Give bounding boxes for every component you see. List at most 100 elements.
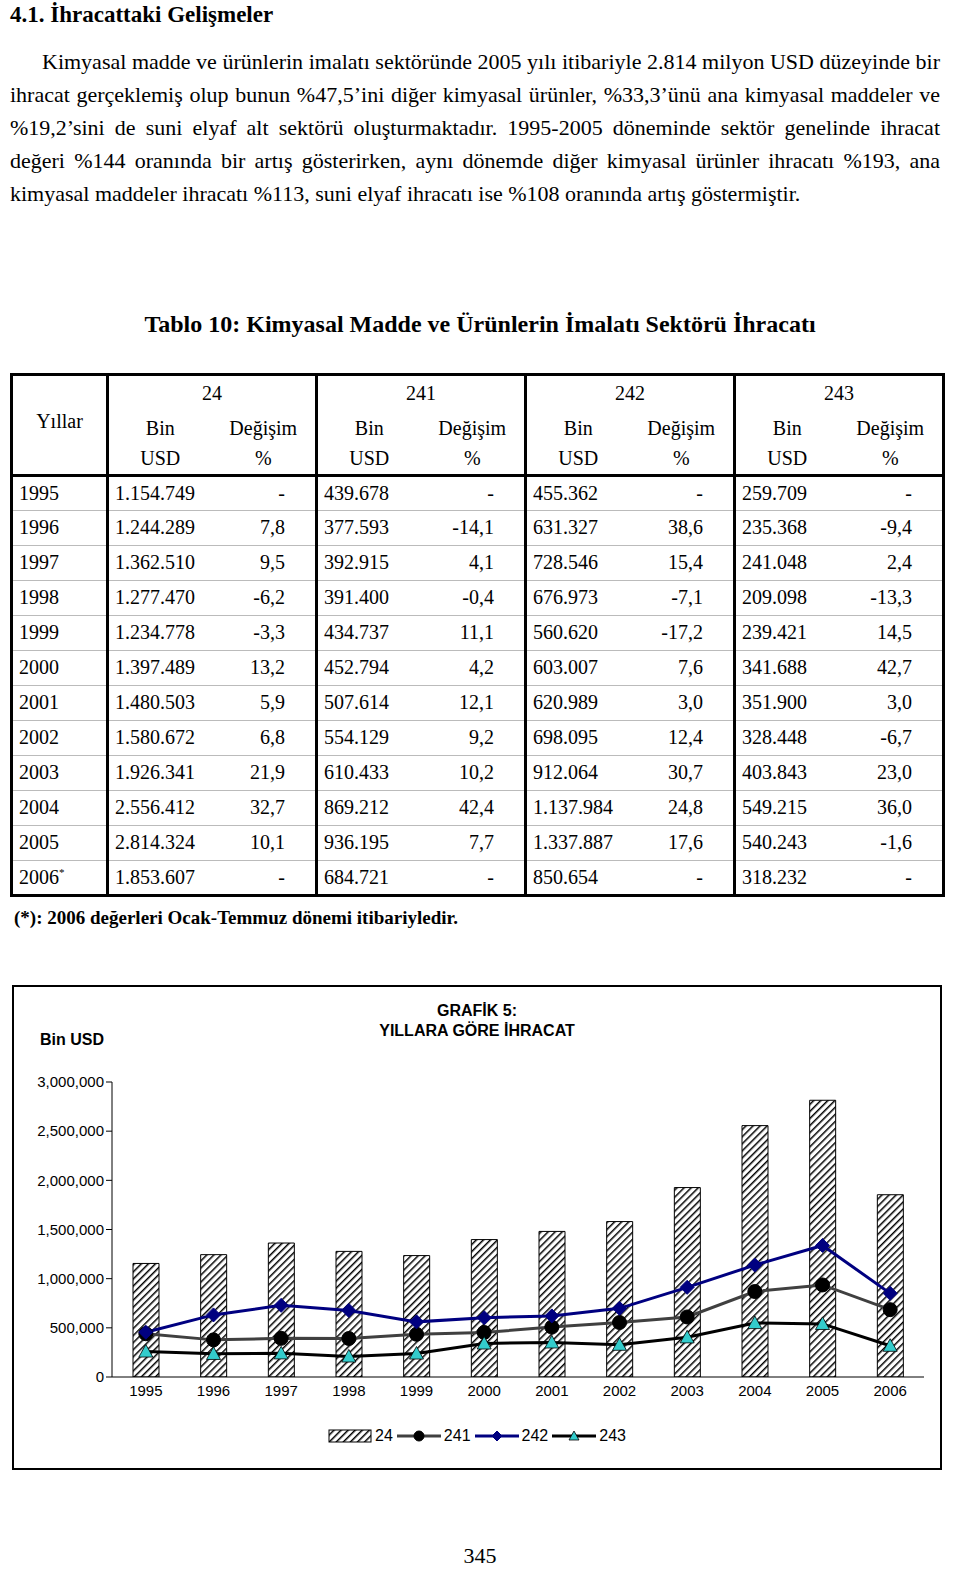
- html-text:560.620: 560.620: [533, 621, 598, 643]
- html-text:2000: 2000: [19, 656, 59, 678]
- html-text:4.1. İhracattaki Gelişmeler: 4.1. İhracattaki Gelişmeler: [10, 2, 274, 27]
- html-text:728.546: 728.546: [533, 551, 598, 573]
- html-text:Kimyasal madde ve ürünlerin im: Kimyasal madde ve ürünlerin imalatı sekt…: [10, 49, 940, 206]
- html-text:Yıllar: Yıllar: [36, 410, 83, 432]
- html-text:242: 242: [615, 382, 645, 405]
- html-text:-3,3: -3,3: [253, 621, 285, 643]
- html-text:377.593: 377.593: [324, 516, 389, 538]
- html-text:13,2: 13,2: [250, 656, 285, 678]
- html-text:-14,1: -14,1: [452, 516, 494, 538]
- html-text:4,2: 4,2: [469, 656, 494, 678]
- html-text:1998: 1998: [19, 586, 59, 608]
- html-text:439.678: 439.678: [324, 481, 389, 504]
- html-text:341.688: 341.688: [742, 656, 807, 678]
- html-text:243: 243: [824, 382, 854, 405]
- html-text:318.232: 318.232: [742, 865, 807, 888]
- html-text:-6,2: -6,2: [253, 586, 285, 608]
- svg-text:1,500,000: 1,500,000: [37, 1221, 104, 1238]
- svg-text:3,000,000: 3,000,000: [37, 1073, 104, 1090]
- html-text:1996: 1996: [19, 516, 59, 538]
- svg-text:1995: 1995: [129, 1382, 162, 1399]
- html-text:620.989: 620.989: [533, 691, 598, 713]
- svg-text:2001: 2001: [535, 1382, 568, 1399]
- html-text:38,6: 38,6: [668, 516, 703, 538]
- html-text:676.973: 676.973: [533, 586, 598, 608]
- html-text:239.421: 239.421: [742, 621, 807, 643]
- html-text:1995: 1995: [19, 481, 59, 504]
- svg-text:2,000,000: 2,000,000: [37, 1172, 104, 1189]
- html-text:209.098: 209.098: [742, 586, 807, 608]
- html-text:USD: USD: [140, 446, 181, 469]
- svg-text:2000: 2000: [467, 1382, 500, 1399]
- html-text:684.721: 684.721: [324, 865, 389, 888]
- html-text:631.327: 631.327: [533, 516, 598, 538]
- html-text:4,1: 4,1: [469, 551, 494, 573]
- svg-text:1999: 1999: [400, 1382, 433, 1399]
- html-text:1.154.749: 1.154.749: [115, 481, 195, 504]
- html-text:1997: 1997: [19, 551, 59, 573]
- html-text:345: 345: [463, 1543, 497, 1568]
- html-text:USD: USD: [558, 446, 599, 469]
- html-text:235.368: 235.368: [742, 516, 807, 538]
- html-text:1999: 1999: [19, 621, 59, 643]
- html-text:Bin: Bin: [145, 416, 175, 439]
- html-text:1.853.607: 1.853.607: [115, 865, 195, 888]
- html-text:434.737: 434.737: [324, 621, 389, 643]
- html-text:14,5: 14,5: [877, 621, 912, 643]
- html-text:Bin: Bin: [772, 416, 802, 439]
- svg-text:2002: 2002: [603, 1382, 636, 1399]
- html-text:Değişim: Değişim: [856, 416, 925, 439]
- html-text:2001: 2001: [19, 691, 59, 713]
- html-text:241: 241: [406, 382, 436, 405]
- html-text:USD: USD: [767, 446, 808, 469]
- html-text:241.048: 241.048: [742, 551, 807, 573]
- html-text:Tablo 10: Kimyasal Madde ve Ür: Tablo 10: Kimyasal Madde ve Ürünlerin İm…: [144, 311, 816, 337]
- html-text:1.234.778: 1.234.778: [115, 621, 195, 643]
- html-text:1.480.503: 1.480.503: [115, 691, 195, 713]
- html-text:452.794: 452.794: [324, 656, 389, 678]
- svg-text:1998: 1998: [332, 1382, 365, 1399]
- html-text:-7,1: -7,1: [671, 586, 703, 608]
- html-text:-9,4: -9,4: [880, 516, 912, 538]
- html-text:9,5: 9,5: [260, 551, 285, 573]
- svg-text:2003: 2003: [670, 1382, 703, 1399]
- html-text:Bin: Bin: [563, 416, 593, 439]
- html-text:11,1: 11,1: [459, 621, 494, 643]
- html-text:1.244.289: 1.244.289: [115, 516, 195, 538]
- html-text:259.709: 259.709: [742, 481, 807, 504]
- svg-text:2004: 2004: [738, 1382, 771, 1399]
- html-text:391.400: 391.400: [324, 586, 389, 608]
- html-text:5,9: 5,9: [260, 691, 285, 713]
- html-text:42,7: 42,7: [877, 656, 912, 678]
- svg-text:1,000,000: 1,000,000: [37, 1270, 104, 1287]
- svg-text:2005: 2005: [806, 1382, 839, 1399]
- html-text:Bin: Bin: [354, 416, 384, 439]
- html-text:-17,2: -17,2: [661, 621, 703, 643]
- svg-text:2006: 2006: [873, 1382, 906, 1399]
- html-text:392.915: 392.915: [324, 551, 389, 573]
- html-text:Değişim: Değişim: [438, 416, 507, 439]
- html-text:Değişim: Değişim: [229, 416, 298, 439]
- html-text:455.362: 455.362: [533, 481, 598, 504]
- html-text:12,1: 12,1: [459, 691, 494, 713]
- html-text:15,4: 15,4: [668, 551, 703, 573]
- html-text:7,6: 7,6: [678, 656, 703, 678]
- html-text:-0,4: -0,4: [462, 586, 494, 608]
- html-text:603.007: 603.007: [533, 656, 598, 678]
- html-text:USD: USD: [349, 446, 390, 469]
- html-text:7,8: 7,8: [260, 516, 285, 538]
- html-text:507.614: 507.614: [324, 691, 389, 713]
- svg-text:2,500,000: 2,500,000: [37, 1122, 104, 1139]
- html-text:-13,3: -13,3: [870, 586, 912, 608]
- svg-text:500,000: 500,000: [50, 1319, 104, 1336]
- html-text:1.277.470: 1.277.470: [115, 586, 195, 608]
- svg-text:1997: 1997: [264, 1382, 297, 1399]
- html-text:850.654: 850.654: [533, 865, 598, 888]
- html-text:1.397.489: 1.397.489: [115, 656, 195, 678]
- html-text:1.362.510: 1.362.510: [115, 551, 195, 573]
- html-text:Değişim: Değişim: [647, 416, 716, 439]
- html-text:2006*: 2006*: [19, 865, 65, 888]
- html-text:2,4: 2,4: [887, 551, 912, 573]
- svg-text:0: 0: [96, 1368, 104, 1385]
- svg-text:1996: 1996: [197, 1382, 230, 1399]
